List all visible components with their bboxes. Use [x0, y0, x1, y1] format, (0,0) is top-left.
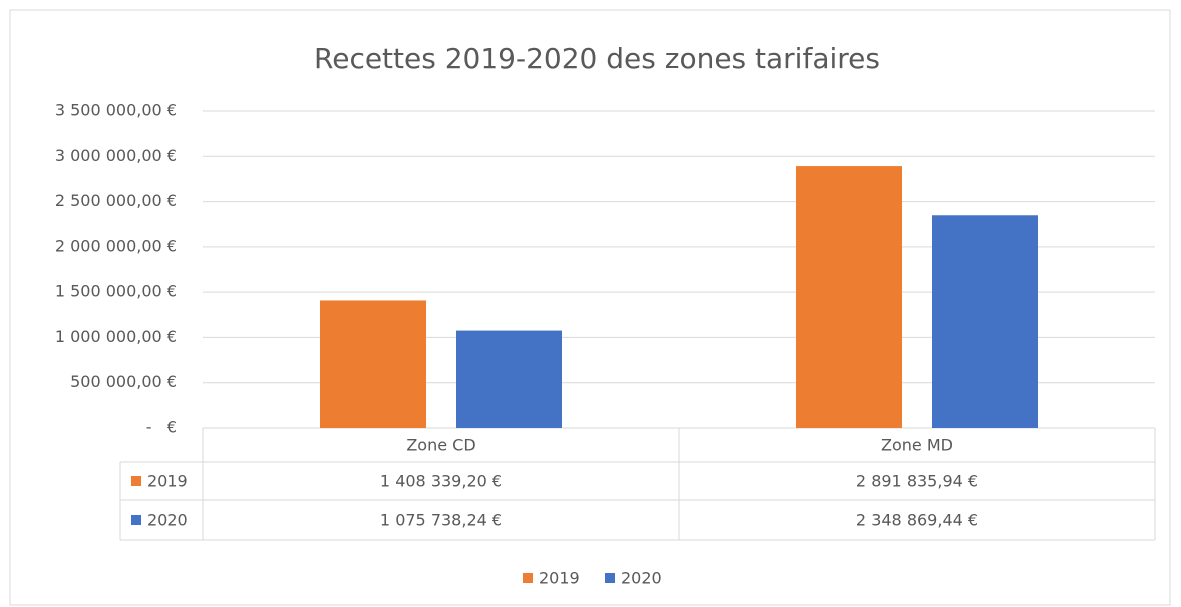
table-series-label: 2020: [147, 511, 188, 530]
table-value: 1 408 339,20 €: [380, 472, 502, 491]
y-tick-label: - €: [146, 418, 177, 437]
table-legend-key: [131, 515, 141, 525]
y-tick-label: 500 000,00 €: [70, 372, 177, 391]
table-value: 2 891 835,94 €: [856, 472, 978, 491]
category-label: Zone CD: [406, 436, 475, 455]
table-legend-key: [131, 476, 141, 486]
chart-title: Recettes 2019-2020 des zones tarifaires: [314, 42, 880, 75]
bar: [320, 300, 426, 428]
bar: [796, 166, 902, 429]
table-series-label: 2019: [147, 472, 188, 491]
y-tick-label: 1 000 000,00 €: [55, 327, 177, 346]
legend-label: 2019: [539, 569, 580, 588]
bar: [456, 330, 562, 428]
table-value: 1 075 738,24 €: [380, 511, 502, 530]
legend-label: 2020: [621, 569, 662, 588]
y-tick-label: 3 000 000,00 €: [55, 146, 177, 165]
table-value: 2 348 869,44 €: [856, 511, 978, 530]
y-tick-label: 1 500 000,00 €: [55, 282, 177, 301]
y-tick-label: 3 500 000,00 €: [55, 101, 177, 120]
category-label: Zone MD: [881, 436, 953, 455]
bar: [932, 215, 1038, 428]
legend-key: [523, 573, 533, 583]
y-tick-label: 2 000 000,00 €: [55, 236, 177, 255]
legend-key: [605, 573, 615, 583]
y-tick-label: 2 500 000,00 €: [55, 191, 177, 210]
